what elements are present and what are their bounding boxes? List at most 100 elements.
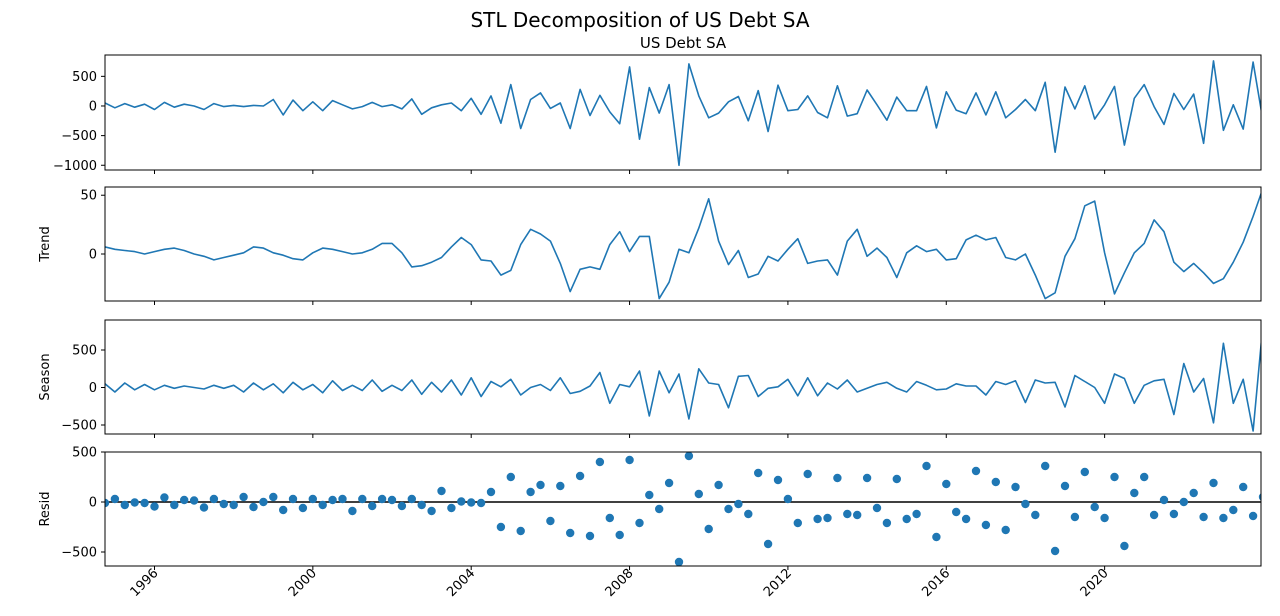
resid-point-23	[328, 495, 337, 505]
resid-point-94	[1031, 510, 1040, 520]
resid-point-43	[526, 487, 535, 497]
resid-point-44	[536, 480, 545, 490]
resid-point-73	[823, 513, 832, 523]
resid-point-50	[595, 457, 605, 467]
resid-point-38	[476, 498, 486, 508]
figure-suptitle: STL Decomposition of US Debt SA	[470, 8, 809, 32]
series-line-observed	[105, 60, 1261, 167]
resid-point-82	[912, 509, 921, 519]
xtick-label: 2016	[919, 566, 953, 600]
ytick-label-observed: 500	[72, 70, 97, 85]
resid-point-71	[803, 469, 812, 479]
resid-point-87	[961, 514, 971, 524]
resid-point-52	[615, 530, 624, 540]
resid-point-56	[655, 504, 664, 514]
xtick-label: 2020	[1078, 566, 1112, 600]
resid-point-103	[1120, 541, 1129, 551]
resid-point-67	[763, 539, 773, 549]
resid-point-47	[566, 528, 575, 538]
resid-point-41	[506, 472, 515, 482]
resid-point-29	[387, 495, 397, 505]
resid-point-78	[872, 503, 882, 513]
resid-point-22	[318, 500, 327, 510]
resid-point-117	[1258, 493, 1261, 501]
resid-point-88	[971, 466, 981, 476]
resid-point-11	[209, 494, 219, 504]
resid-point-35	[447, 503, 456, 513]
resid-point-111	[1199, 512, 1208, 522]
resid-point-107	[1159, 495, 1169, 505]
resid-point-99	[1080, 467, 1090, 477]
panel-frame-observed	[104, 54, 1262, 171]
ytick-label-season: 500	[72, 344, 97, 359]
resid-point-89	[981, 520, 991, 530]
resid-point-33	[427, 506, 436, 516]
xtick-label: 2004	[444, 566, 478, 600]
resid-point-42	[516, 526, 525, 536]
resid-point-24	[338, 494, 347, 504]
resid-point-30	[397, 501, 407, 511]
resid-point-102	[1110, 472, 1119, 482]
resid-point-28	[377, 494, 387, 504]
resid-point-32	[417, 500, 426, 510]
resid-point-58	[674, 557, 684, 566]
resid-point-53	[625, 455, 634, 465]
resid-point-9	[189, 496, 199, 505]
resid-point-69	[783, 494, 793, 504]
resid-point-17	[269, 492, 278, 502]
resid-point-48	[575, 471, 585, 481]
ylabel-resid: Resid	[38, 491, 53, 526]
resid-point-105	[1140, 472, 1149, 482]
ytick-label-trend: 0	[89, 247, 97, 262]
ylabel-trend: Trend	[38, 226, 53, 263]
resid-point-55	[645, 490, 654, 500]
resid-point-77	[862, 473, 872, 483]
ytick-label-resid: 0	[89, 496, 97, 511]
resid-point-54	[635, 518, 644, 528]
resid-point-96	[1050, 546, 1060, 556]
resid-point-46	[556, 481, 565, 491]
series-line-season	[105, 336, 1261, 432]
resid-point-0	[105, 498, 110, 508]
resid-point-15	[249, 502, 258, 512]
resid-point-93	[1021, 499, 1030, 509]
series-line-trend	[105, 191, 1261, 300]
resid-point-19	[288, 494, 298, 504]
ytick-label-observed: −1000	[53, 159, 97, 174]
resid-point-40	[496, 522, 506, 532]
resid-point-36	[457, 497, 466, 506]
resid-point-7	[170, 500, 179, 510]
ytick-label-observed: 0	[89, 99, 97, 114]
ytick-label-season: 0	[89, 381, 97, 396]
resid-point-26	[358, 494, 367, 504]
resid-point-70	[793, 518, 802, 528]
resid-point-64	[734, 499, 743, 509]
resid-point-63	[724, 504, 733, 514]
resid-point-91	[1001, 525, 1010, 535]
xtick-label: 2008	[603, 566, 637, 600]
resid-point-113	[1219, 513, 1228, 523]
resid-point-75	[843, 509, 852, 519]
xtick-label: 1996	[128, 566, 162, 600]
resid-point-74	[833, 473, 842, 483]
resid-point-65	[744, 509, 753, 519]
resid-point-3	[130, 498, 139, 507]
resid-point-39	[486, 487, 496, 497]
resid-point-1	[110, 494, 120, 504]
resid-point-109	[1179, 497, 1189, 507]
resid-point-61	[704, 524, 713, 534]
ytick-label-resid: −500	[61, 546, 97, 561]
resid-point-95	[1041, 461, 1050, 471]
ytick-label-season: −500	[61, 419, 97, 434]
ytick-label-observed: −500	[61, 129, 97, 144]
resid-point-27	[368, 501, 377, 511]
resid-point-25	[348, 506, 357, 516]
resid-point-100	[1090, 502, 1099, 512]
resid-point-10	[199, 503, 209, 512]
resid-point-83	[922, 461, 931, 471]
resid-point-110	[1189, 488, 1198, 498]
panel-frame-season	[104, 319, 1262, 435]
resid-point-112	[1209, 478, 1218, 488]
resid-point-12	[219, 499, 228, 509]
resid-point-20	[298, 503, 308, 513]
